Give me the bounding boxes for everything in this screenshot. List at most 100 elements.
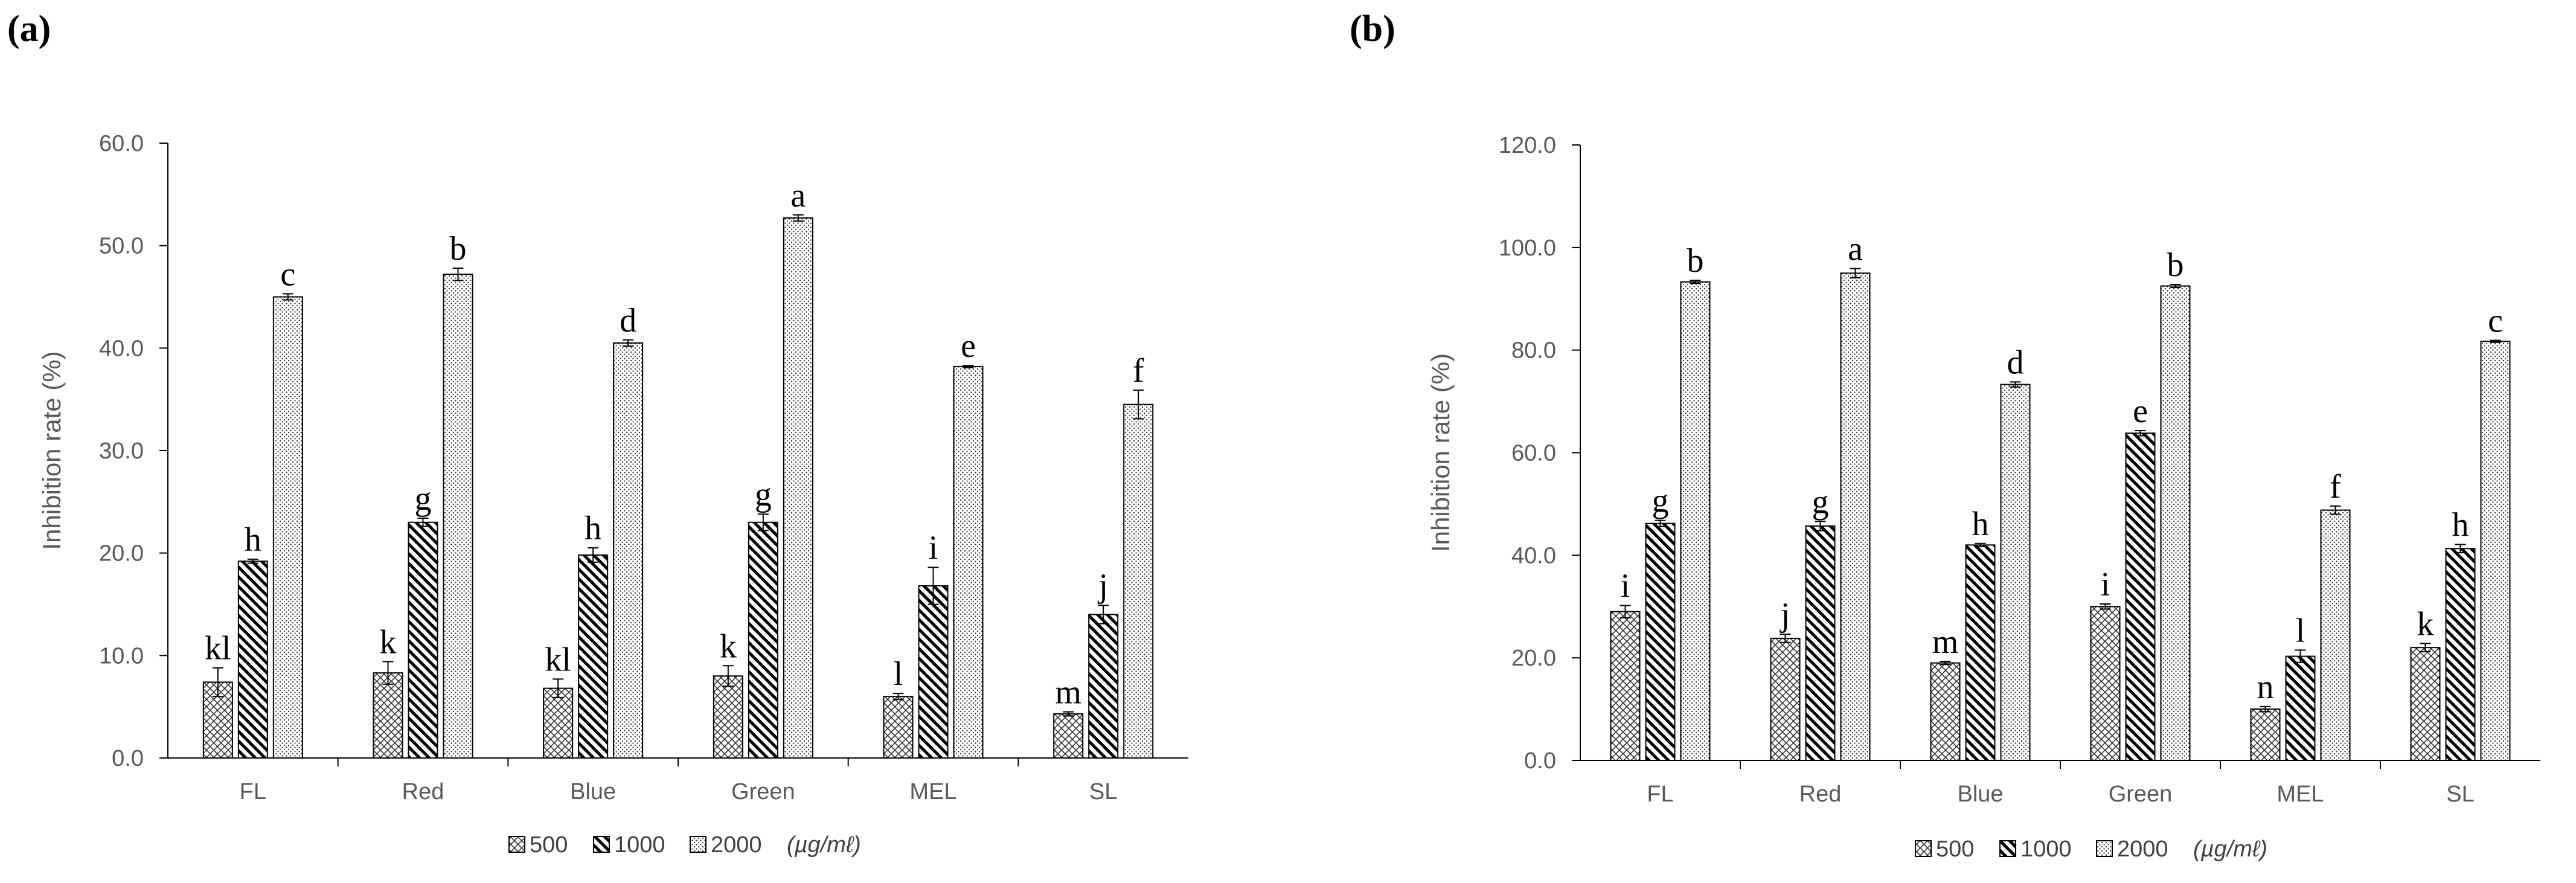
significance-letter: f (2330, 468, 2341, 506)
bar-500-red (1770, 637, 1801, 761)
x-tick-label: Red (402, 779, 444, 804)
bar-1000-blue (1965, 544, 1996, 761)
x-tick-label: FL (1647, 782, 1673, 807)
bar-1000-fl (1645, 522, 1676, 761)
bar-1000-sl (1088, 614, 1119, 759)
bar-500-fl (1610, 611, 1641, 761)
y-tick-label: 20.0 (1511, 646, 1556, 671)
legend: 500 1000 2000 (µg/mℓ) (1915, 836, 2267, 862)
bar-500-green (713, 675, 743, 759)
legend-swatch-500 (1915, 840, 1932, 857)
significance-letter: m (1055, 674, 1081, 711)
significance-letter: k (2417, 605, 2434, 643)
significance-letter: j (1097, 567, 1108, 605)
x-tick-label: SL (1089, 779, 1117, 804)
legend-swatch-2000 (690, 836, 706, 853)
y-tick-label: 50.0 (99, 234, 144, 259)
significance-letter: g (1812, 483, 1829, 521)
y-tick-label: 120.0 (1499, 133, 1556, 158)
y-tick-label: 10.0 (99, 643, 144, 669)
bar-2000-sl (1123, 403, 1154, 759)
bar-1000-red (1805, 525, 1836, 761)
significance-letter: l (2296, 612, 2305, 649)
bar-500-green (2090, 606, 2121, 761)
y-axis-label: Inhibition rate (%) (37, 351, 66, 550)
bar-500-sl (1053, 713, 1084, 759)
x-tick-label: MEL (2276, 782, 2324, 807)
x-tick-label: Red (1799, 782, 1842, 807)
bar-1000-fl (237, 560, 268, 759)
legend-swatch-500 (508, 836, 525, 853)
bar-2000-fl (1680, 281, 1711, 762)
bar-2000-blue (613, 342, 644, 759)
significance-letter: b (1687, 242, 1704, 280)
x-tick-label: Blue (1957, 782, 2003, 807)
significance-letter: j (1780, 596, 1790, 634)
bar-500-blue (1930, 662, 1961, 761)
x-tick-label: Green (731, 779, 795, 804)
bar-500-red (373, 672, 403, 759)
panel-label: (a) (7, 8, 51, 50)
y-tick-label: 30.0 (99, 438, 144, 464)
y-tick-label: 0.0 (112, 746, 144, 771)
legend-unit: (µg/mℓ) (787, 832, 861, 858)
bar-2000-mel (2320, 509, 2351, 762)
significance-letter: e (961, 327, 976, 365)
significance-letter: h (245, 521, 261, 559)
bar-2000-blue (2000, 384, 2031, 761)
significance-letter: i (1621, 568, 1630, 605)
y-tick-label: 40.0 (1511, 543, 1556, 568)
significance-letter: d (2007, 344, 2024, 381)
significance-letter: kl (205, 630, 231, 667)
y-tick-label: 20.0 (99, 541, 144, 567)
y-tick-label: 60.0 (99, 131, 144, 156)
legend: 500 1000 2000 (µg/mℓ) (508, 832, 861, 858)
significance-letter: h (1972, 506, 1989, 543)
significance-letter: g (415, 480, 432, 518)
chart-panel-b: (b) 0.0 20.0 40.0 60.0 80.0 100.0 120.0 Inhibiti… (1350, 8, 2540, 862)
y-tick-label: 60.0 (1511, 441, 1556, 466)
significance-letter: k (720, 628, 737, 665)
bar-500-mel (883, 696, 914, 759)
legend-unit: (µg/mℓ) (2193, 836, 2267, 862)
significance-letter: c (280, 255, 295, 293)
x-tick-label: Blue (570, 779, 616, 804)
x-tick-label: FL (240, 779, 266, 804)
chart-panel-a: (a) 0.0 10.0 20.0 30.0 40.0 50.0 60.0 Inhibition… (7, 8, 1188, 858)
legend-label-500: 500 (530, 832, 568, 858)
significance-letter: i (2101, 566, 2110, 603)
y-tick-label: 0.0 (1524, 748, 1556, 774)
bar-2000-green (783, 217, 813, 759)
significance-letter: f (1133, 352, 1144, 390)
panel-label: (b) (1350, 8, 1395, 50)
bar-1000-sl (2445, 548, 2476, 762)
bar-500-mel (2250, 708, 2281, 762)
significance-letter: a (1848, 231, 1863, 268)
bar-2000-red (1840, 272, 1871, 761)
significance-letter: k (380, 624, 397, 661)
significance-letter: e (2133, 393, 2148, 430)
legend-label-1000: 1000 (2020, 836, 2072, 862)
legend-swatch-2000 (2096, 840, 2113, 857)
legend-label-2000: 2000 (2117, 836, 2168, 862)
y-tick-label: 40.0 (99, 336, 144, 361)
y-tick-label: 100.0 (1499, 236, 1556, 261)
bar-500-sl (2410, 647, 2441, 762)
bar-1000-red (408, 521, 438, 759)
significance-letter: kl (545, 641, 571, 678)
legend-swatch-1000 (1999, 840, 2016, 857)
significance-letter: a (790, 177, 806, 214)
significance-letter: b (2167, 246, 2184, 284)
bar-2000-red (443, 274, 473, 759)
bar-1000-green (748, 521, 778, 759)
significance-letter: c (2488, 303, 2503, 340)
bar-500-blue (543, 687, 574, 759)
bar-1000-blue (578, 554, 609, 759)
legend-label-2000: 2000 (711, 832, 762, 858)
bar-1000-mel (2285, 655, 2316, 761)
significance-letter: l (894, 655, 903, 693)
significance-letter: i (929, 529, 938, 567)
significance-letter: h (585, 510, 601, 547)
legend-swatch-1000 (593, 836, 610, 853)
bar-1000-mel (918, 585, 949, 759)
